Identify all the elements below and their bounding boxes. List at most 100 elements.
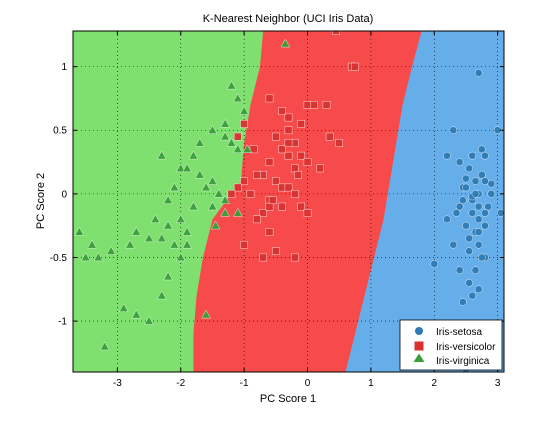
versicolor-point (240, 120, 248, 128)
setosa-point (471, 190, 480, 198)
versicolor-point (265, 158, 274, 166)
versicolor-point (291, 190, 299, 198)
setosa-point (474, 285, 483, 294)
decision-regions (73, 31, 504, 372)
setosa-point (468, 151, 477, 160)
virginica-point (207, 125, 218, 134)
virginica-point (156, 290, 167, 300)
versicolor-point (310, 100, 318, 109)
setosa-point (465, 247, 473, 255)
x-tick-label: 1 (368, 378, 374, 389)
setosa-point (468, 209, 477, 217)
virginica-point (195, 169, 205, 179)
legend-label-virginica: Iris-virginica (436, 356, 490, 367)
virginica-point (150, 214, 161, 223)
virginica-point (176, 214, 186, 223)
virginica-point (210, 220, 221, 230)
setosa-point (462, 174, 470, 183)
virginica-point (220, 118, 230, 128)
virginica-point (220, 207, 230, 217)
versicolor-point (278, 107, 286, 115)
x-tick-label: -1 (240, 378, 249, 389)
setosa-point (497, 209, 504, 217)
virginica-point (169, 182, 180, 192)
virginica-point (131, 309, 142, 319)
y-tick-label: 0.5 (53, 126, 67, 137)
legend: Iris-setosa Iris-versicolor Iris-virgini… (399, 319, 503, 371)
setosa-point (462, 183, 470, 192)
versicolor-point (278, 145, 286, 154)
virginica-point (163, 195, 173, 204)
versicolor-point (284, 126, 293, 135)
virginica-point (214, 188, 224, 198)
virginica-point (163, 220, 173, 230)
versicolor-point (259, 170, 267, 179)
setosa-point (455, 158, 464, 166)
virginica-point (182, 227, 192, 236)
virginica-point (106, 246, 116, 255)
versicolor-point (322, 100, 331, 109)
y-axis-label: PC Score 2 (35, 173, 47, 229)
setosa-point (455, 266, 464, 275)
versicolor-point (297, 202, 305, 211)
chart-title: K-Nearest Neighbor (UCI Iris Data) (203, 13, 374, 25)
setosa-point (474, 69, 483, 77)
virginica-point (201, 309, 211, 319)
versicolor-point (265, 228, 274, 236)
versicolor-point (233, 132, 242, 141)
versicolor-point (291, 164, 299, 173)
virginica-point (74, 227, 85, 236)
virginica-point (163, 271, 173, 281)
setosa-point (455, 202, 464, 211)
virginica-point (156, 233, 167, 242)
versicolor-point (332, 31, 340, 35)
versicolor-point (297, 151, 305, 160)
setosa-point (471, 177, 480, 185)
virginica-point (169, 239, 180, 249)
versicolor-point (259, 253, 267, 262)
versicolor-point (303, 158, 312, 166)
versicolor-point (291, 139, 299, 147)
setosa-point (474, 240, 483, 249)
versicolor-point (284, 151, 293, 160)
setosa-point (478, 170, 486, 179)
versicolor-point (265, 94, 274, 103)
axis-ticks: -3 -2 -1 0 1 2 3 -1 -0.5 0 0.5 1 (50, 31, 504, 389)
setosa-point (474, 228, 483, 236)
setosa-point (481, 209, 489, 217)
virginica-point (80, 252, 91, 262)
setosa-point (462, 221, 470, 230)
versicolor-point (284, 183, 293, 192)
setosa-point (459, 298, 467, 306)
virginica-point (207, 201, 218, 211)
setosa-point (474, 215, 483, 224)
virginica-point (239, 106, 249, 115)
setosa-point (449, 126, 458, 135)
versicolor-point (303, 100, 312, 109)
versicolor-point (259, 209, 267, 217)
versicolor-point (253, 170, 261, 179)
y-tick-label: 0 (61, 189, 67, 200)
versicolor-point (291, 253, 299, 262)
virginica-point (182, 163, 192, 173)
versicolor-point (246, 190, 255, 198)
virginica-point (280, 38, 291, 48)
setosa-point (443, 151, 451, 160)
versicolor-point (240, 240, 248, 249)
setosa-point (481, 151, 489, 160)
virginica-point (226, 137, 237, 147)
virginica-point (226, 80, 237, 90)
legend-marker-virginica (413, 353, 425, 362)
setosa-point (487, 179, 496, 188)
setosa-point (471, 266, 480, 275)
axes-frame (72, 30, 505, 373)
y-tick-label: -0.5 (50, 253, 68, 264)
setosa-point (465, 279, 473, 287)
x-tick-label: -2 (176, 378, 185, 389)
versicolor-point (253, 215, 261, 224)
y-tick-label: 1 (61, 62, 67, 73)
legend-marker-setosa (415, 327, 423, 335)
setosa-point (478, 145, 486, 154)
